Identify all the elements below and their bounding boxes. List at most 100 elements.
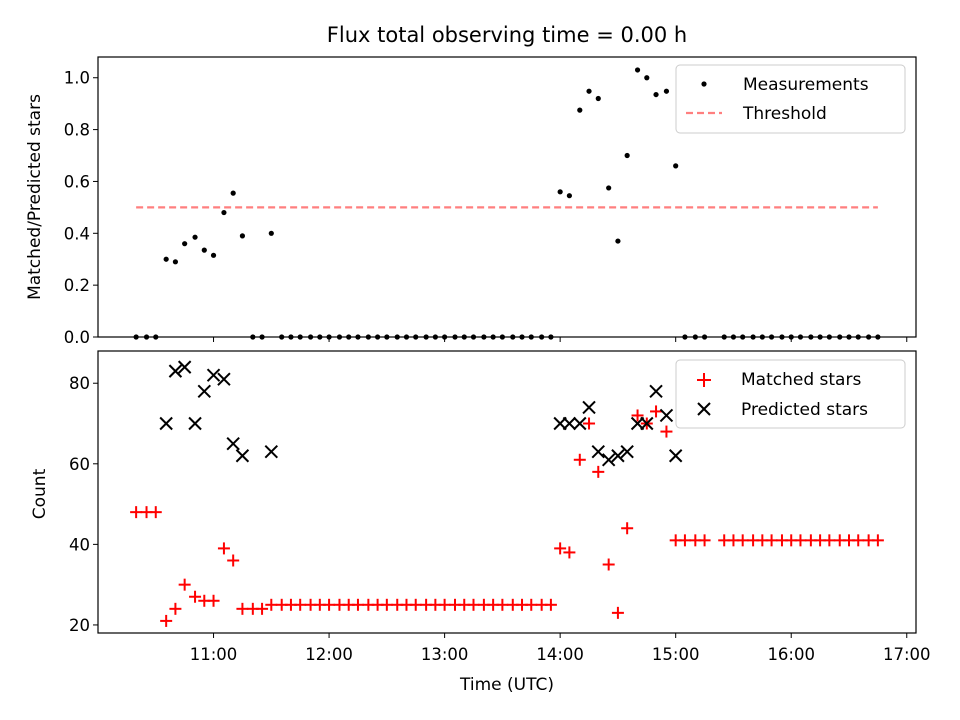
- predicted-star-point: [264, 445, 279, 459]
- bottom-x-tick-label: 16:00: [767, 645, 815, 664]
- matched-star-point: [592, 465, 605, 478]
- bottom-y-tick-label: 80: [69, 374, 90, 393]
- bottom-x-tick-label: 12:00: [305, 645, 353, 664]
- matched-star-point: [794, 534, 807, 547]
- top-y-ticks: 0.0 0.2 0.4 0.6 0.8 1.0: [64, 69, 98, 347]
- legend-measurements-marker: [701, 81, 707, 87]
- matched-star-point: [265, 598, 278, 611]
- predicted-star-point-b: [159, 416, 173, 431]
- measurement-point: [192, 234, 198, 240]
- matched-star-point: [351, 598, 364, 611]
- predicted-star-point-b: [573, 416, 587, 431]
- measurement-point: [634, 67, 641, 73]
- predicted-star-point: [659, 408, 674, 423]
- matched-star-point: [583, 417, 596, 430]
- top-chart-title: Flux total observing time = 0.00 h: [327, 23, 687, 47]
- measurement-point: [586, 88, 592, 94]
- predicted-star-point-b: [177, 360, 192, 374]
- matched-star-point: [602, 558, 615, 571]
- measurement-point: [566, 193, 572, 199]
- matched-star-point: [871, 534, 884, 547]
- matched-star-point: [525, 598, 538, 611]
- matched-star-point: [149, 506, 162, 519]
- predicted-star-point-b: [235, 449, 250, 463]
- measurement-point: [163, 256, 169, 262]
- predicted-star-point-b: [562, 416, 577, 431]
- bottom-y-tick-label: 40: [69, 535, 90, 554]
- bottom-x-tick-label: 14:00: [536, 645, 584, 664]
- measurement-point: [557, 189, 563, 195]
- predicted-star-point-b: [591, 445, 605, 459]
- bottom-x-ticks: 11:00 12:00 13:00 14:00 15:00 16:00 17:00: [190, 633, 931, 664]
- matched-star-point: [621, 522, 634, 535]
- predicted-star-point-b: [611, 449, 625, 463]
- predicted-star-point-b: [582, 400, 596, 415]
- bottom-x-tick-label: 17:00: [883, 645, 931, 664]
- top-y-axis-label: Matched/Predicted stars: [25, 94, 45, 300]
- matched-star-point: [736, 534, 749, 547]
- predicted-star-point: [197, 384, 212, 398]
- predicted-star-point-b: [640, 416, 654, 431]
- predicted-star-point-b: [264, 445, 279, 459]
- predicted-star-point: [649, 384, 663, 398]
- bottom-y-axis-label: Count: [30, 468, 50, 519]
- bottom-x-tick-label: 13:00: [421, 645, 469, 664]
- predicted-star-point: [168, 364, 183, 378]
- measurement-point: [653, 91, 659, 98]
- matched-star-point: [611, 606, 624, 619]
- matched-star-point: [544, 598, 557, 611]
- matched-star-point: [660, 425, 673, 438]
- measurement-point: [624, 152, 630, 159]
- matched-star-point: [554, 542, 567, 555]
- matched-star-point: [678, 534, 691, 547]
- measurement-point: [182, 241, 188, 247]
- measurement-point: [644, 75, 650, 81]
- legend-predicted-label: Predicted stars: [741, 400, 868, 420]
- matched-star-point: [256, 602, 269, 615]
- top-x-ticks: [213, 337, 908, 342]
- matched-star-point: [467, 598, 480, 611]
- measurement-point: [210, 252, 217, 258]
- matched-star-point: [765, 534, 778, 547]
- top-plot-frame: [97, 56, 917, 338]
- predicted-star-point: [206, 368, 221, 382]
- matched-star-point: [573, 453, 586, 466]
- matched-star-point: [130, 506, 143, 519]
- matched-star-point: [207, 594, 220, 607]
- predicted-star-point-b: [168, 364, 183, 378]
- predicted-star-point: [562, 416, 577, 431]
- top-legend: Measurements Threshold: [675, 64, 906, 134]
- matched-star-point: [563, 546, 576, 559]
- predicted-star-point: [582, 400, 596, 415]
- measurement-point: [595, 95, 601, 102]
- matched-star-point: [323, 598, 336, 611]
- measurement-point: [673, 163, 679, 169]
- measurement-point: [201, 247, 207, 253]
- measurement-point: [239, 233, 246, 239]
- predicted-star-point-b: [620, 445, 634, 459]
- legend-matched-label: Matched stars: [741, 370, 861, 390]
- matched-star-point: [227, 554, 240, 567]
- predicted-star-point: [226, 436, 240, 451]
- top-y-tick-label: 1.0: [64, 69, 90, 88]
- predicted-star-point: [640, 416, 654, 431]
- predicted-star-point: [188, 416, 202, 431]
- predicted-star-point: [177, 360, 192, 374]
- matched-star-point: [380, 598, 393, 611]
- x-axis-label: Time (UTC): [459, 675, 554, 695]
- matched-star-point: [294, 598, 307, 611]
- measurement-point: [606, 185, 612, 191]
- matched-star-point: [650, 405, 663, 418]
- top-y-tick-label: 0.6: [64, 172, 90, 191]
- bottom-y-tick-label: 60: [69, 455, 90, 474]
- predicted-star-point: [668, 449, 683, 463]
- measurement-point: [268, 230, 274, 236]
- matched-star-point: [178, 578, 191, 591]
- bottom-y-ticks: 20 40 60 80: [69, 374, 98, 635]
- predicted-star-point-b: [217, 372, 231, 386]
- predicted-star-point-b: [659, 408, 674, 423]
- top-y-tick-label: 0.2: [64, 276, 90, 295]
- predicted-star-point: [591, 445, 605, 459]
